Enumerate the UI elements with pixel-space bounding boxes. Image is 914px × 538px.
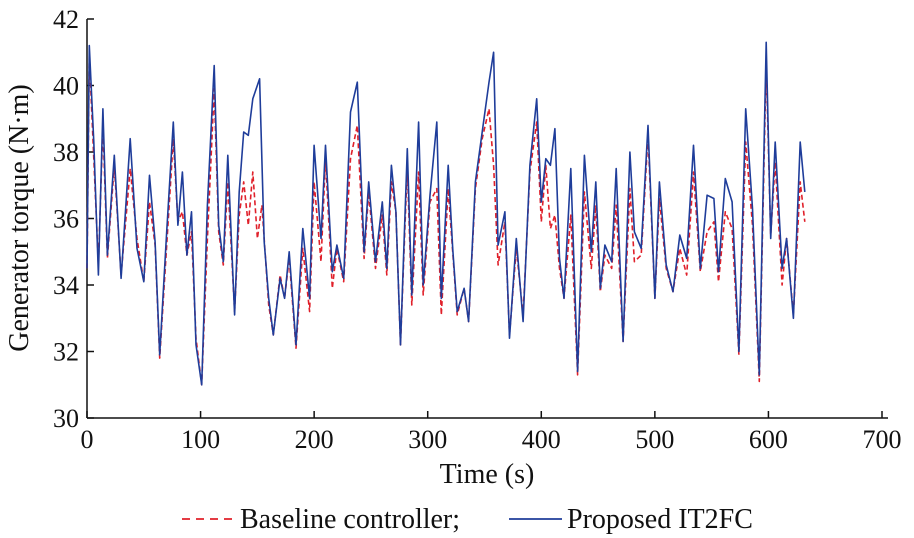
series-line-it2fc <box>86 41 806 386</box>
y-tick-label: 42 <box>53 5 79 34</box>
y-tick-label: 40 <box>53 72 79 101</box>
x-tick-label: 300 <box>408 425 447 454</box>
x-tick-label: 700 <box>863 425 902 454</box>
x-tick-label: 100 <box>181 425 220 454</box>
x-tick-label: 600 <box>749 425 788 454</box>
legend-label-it2fc: Proposed IT2FC <box>567 504 753 535</box>
x-ticks: 0 100 200 300 400 500 600 700 <box>81 411 902 454</box>
y-tick-label: 36 <box>53 205 79 234</box>
legend-label-baseline: Baseline controller; <box>240 504 460 535</box>
y-tick-label: 34 <box>53 271 79 300</box>
y-tick-label: 32 <box>53 338 79 367</box>
x-tick-label: 500 <box>635 425 674 454</box>
y-axis-title: Generator torque (N·m) <box>4 84 35 351</box>
y-ticks: 30 32 34 36 38 40 42 <box>53 5 94 433</box>
x-tick-label: 0 <box>81 425 94 454</box>
y-tick-label: 30 <box>53 404 79 433</box>
legend: Baseline controller; Proposed IT2FC <box>182 504 753 535</box>
y-tick-label: 38 <box>53 138 79 167</box>
x-axis-title: Time (s) <box>440 459 535 490</box>
series-layer <box>86 41 806 386</box>
x-tick-label: 200 <box>295 425 334 454</box>
x-tick-label: 400 <box>522 425 561 454</box>
